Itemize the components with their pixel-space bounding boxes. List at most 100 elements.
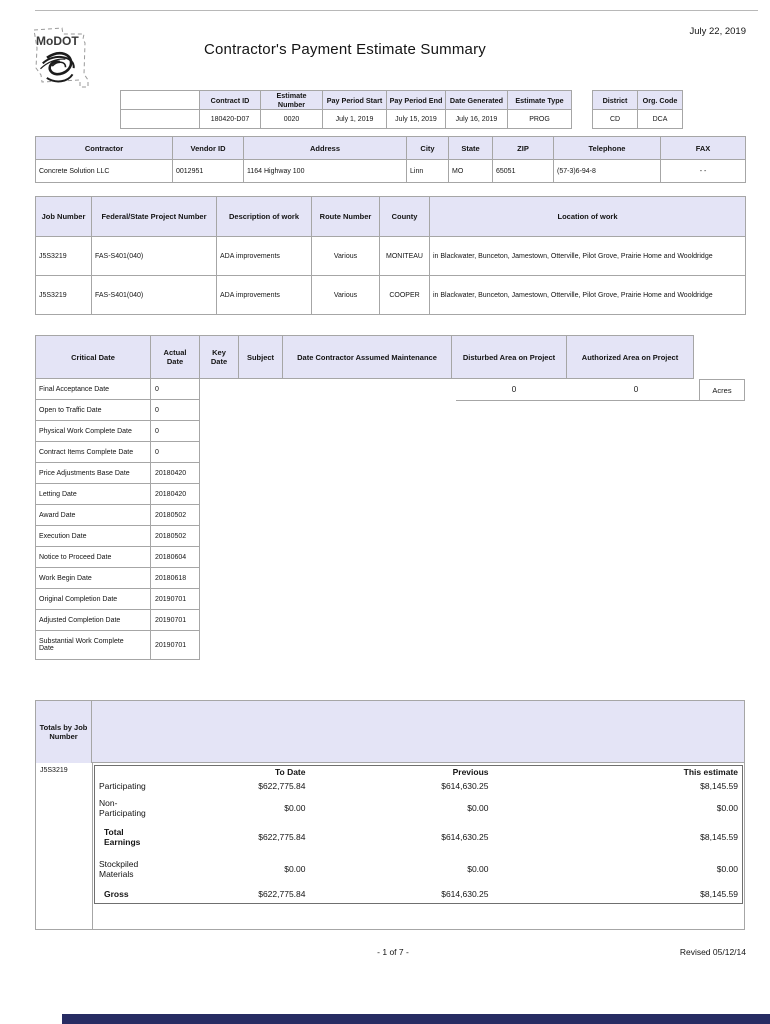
header-cell: Disturbed Area on Project bbox=[451, 335, 567, 379]
totals-section-title: Totals by Job Number bbox=[36, 701, 92, 763]
header-cell: Route Number bbox=[311, 196, 380, 237]
work-description: ADA improvements bbox=[216, 236, 312, 276]
critical-date-label: Substantial Work Complete Date bbox=[35, 630, 151, 660]
critical-date-label: Work Begin Date bbox=[35, 567, 151, 589]
revision-note: Revised 05/12/14 bbox=[679, 947, 746, 957]
header-cell: Actual Date bbox=[150, 335, 200, 379]
totals-value: $0.00 bbox=[716, 802, 738, 813]
header-cell: Key Date bbox=[199, 335, 239, 379]
totals-value: $614,630.25 bbox=[441, 889, 489, 900]
contract-id-value: 180420-D07 bbox=[199, 109, 261, 129]
totals-value: $614,630.25 bbox=[441, 781, 489, 791]
table-row: Total Earnings $622,775.84 $614,630.25 $… bbox=[95, 822, 743, 852]
disturbed-area-value: 0 bbox=[456, 379, 572, 401]
actual-date-value: 20190701 bbox=[150, 609, 200, 631]
header-cell: FAX bbox=[660, 136, 746, 160]
critical-date-row: Work Begin Date 20180618 bbox=[35, 567, 745, 589]
header-cell: City bbox=[406, 136, 449, 160]
critical-date-label: Contract Items Complete Date bbox=[35, 441, 151, 463]
actual-date-value: 20180420 bbox=[150, 483, 200, 505]
totals-column-header: To Date bbox=[274, 767, 306, 778]
job-number: J5S3219 bbox=[35, 236, 92, 276]
state: MO bbox=[448, 159, 493, 183]
critical-date-row: Original Completion Date 20190701 bbox=[35, 588, 745, 610]
contractor-name: Concrete Solution LLC bbox=[35, 159, 173, 183]
actual-date-value: 0 bbox=[150, 420, 200, 442]
totals-value: $0.00 bbox=[467, 863, 489, 874]
project-number: FAS-S401(040) bbox=[91, 236, 217, 276]
contractor-value-row: Concrete Solution LLC 0012951 1164 Highw… bbox=[35, 159, 746, 183]
header-cell: Description of work bbox=[216, 196, 312, 237]
route-number: Various bbox=[311, 236, 380, 276]
totals-value: $8,145.59 bbox=[700, 889, 738, 900]
actual-date-value: 20180502 bbox=[150, 525, 200, 547]
header-cell: Subject bbox=[238, 335, 283, 379]
header-cell: Authorized Area on Project bbox=[566, 335, 694, 379]
totals-table: To Date Previous This estimate Participa… bbox=[94, 765, 743, 904]
header-cell: Estimate Number bbox=[260, 90, 323, 110]
header-cell: Address bbox=[243, 136, 407, 160]
job-header-row: Job Number Federal/State Project Number … bbox=[35, 196, 746, 237]
district-header-row: District Org. Code bbox=[592, 90, 683, 110]
header-cell: Estimate Type bbox=[507, 90, 572, 110]
org-code-value: DCA bbox=[637, 109, 683, 129]
critical-date-label: Open to Traffic Date bbox=[35, 399, 151, 421]
header-cell: Pay Period End bbox=[386, 90, 446, 110]
top-divider bbox=[35, 10, 758, 11]
pay-period-end-value: July 15, 2019 bbox=[386, 109, 446, 129]
project-number: FAS-S401(040) bbox=[91, 275, 217, 315]
totals-value: $0.00 bbox=[467, 802, 489, 813]
table-row: Participating $622,775.84 $614,630.25 $8… bbox=[95, 779, 743, 794]
district-org-table: District Org. Code CD DCA bbox=[592, 90, 683, 129]
totals-left-column-divider bbox=[92, 763, 93, 929]
contractor-header-row: Contractor Vendor ID Address City State … bbox=[35, 136, 746, 160]
critical-date-row: Execution Date 20180502 bbox=[35, 525, 745, 547]
logo-swoosh-icon bbox=[40, 51, 75, 83]
job-table: Job Number Federal/State Project Number … bbox=[35, 196, 746, 315]
header-cell: Org. Code bbox=[637, 90, 683, 110]
totals-column-header: Previous bbox=[452, 767, 489, 778]
bottom-page-edge bbox=[62, 1014, 770, 1024]
actual-date-value: 20190701 bbox=[150, 588, 200, 610]
table-row: Non- Participating $0.00 $0.00 $0.00 bbox=[95, 794, 743, 822]
modot-logo-graphic: MoDOT bbox=[33, 27, 89, 88]
missouri-outline-icon bbox=[33, 27, 89, 88]
actual-date-value: 20180604 bbox=[150, 546, 200, 568]
actual-date-value: 0 bbox=[150, 441, 200, 463]
zip: 65051 bbox=[492, 159, 554, 183]
critical-date-label: Letting Date bbox=[35, 483, 151, 505]
estimate-type-value: PROG bbox=[507, 109, 572, 129]
header-cell: Vendor ID bbox=[172, 136, 244, 160]
route-number: Various bbox=[311, 275, 380, 315]
fax: - - bbox=[660, 159, 746, 183]
totals-value: $8,145.59 bbox=[700, 781, 738, 791]
totals-header-band bbox=[36, 701, 744, 763]
estimate-number-value: 0020 bbox=[260, 109, 323, 129]
totals-row-label: Participating bbox=[99, 781, 146, 791]
address: 1164 Highway 100 bbox=[243, 159, 407, 183]
totals-row-label: Gross bbox=[104, 889, 129, 900]
district-value-row: CD DCA bbox=[592, 109, 683, 129]
critical-date-label: Adjusted Completion Date bbox=[35, 609, 151, 631]
table-row: Gross $622,775.84 $614,630.25 $8,145.59 bbox=[95, 886, 743, 904]
contract-info-table: Contract ID Estimate Number Pay Period S… bbox=[120, 90, 572, 129]
critical-header-row: Critical Date Actual Date Key Date Subje… bbox=[35, 335, 745, 379]
totals-value: $8,145.59 bbox=[700, 831, 738, 842]
table-row: J5S3219 FAS-S401(040) ADA improvements V… bbox=[35, 275, 746, 315]
header-cell: Job Number bbox=[35, 196, 92, 237]
logo-text: MoDOT bbox=[36, 34, 79, 48]
header-cell: Contract ID bbox=[199, 90, 261, 110]
header-cell: Telephone bbox=[553, 136, 661, 160]
table-row: J5S3219 FAS-S401(040) ADA improvements V… bbox=[35, 236, 746, 276]
header-cell: Date Contractor Assumed Maintenance bbox=[282, 335, 452, 379]
page-number: - 1 of 7 - bbox=[377, 947, 409, 957]
date-generated-value: July 16, 2019 bbox=[445, 109, 508, 129]
critical-date-table: Critical Date Actual Date Key Date Subje… bbox=[35, 335, 745, 675]
telephone: (57-3)6-94-8 bbox=[553, 159, 661, 183]
critical-date-label: Execution Date bbox=[35, 525, 151, 547]
blank-cell bbox=[120, 109, 200, 129]
totals-column-header: This estimate bbox=[683, 767, 738, 778]
critical-date-row: Substantial Work Complete Date 20190701 bbox=[35, 630, 745, 660]
header-cell: Critical Date bbox=[35, 335, 151, 379]
